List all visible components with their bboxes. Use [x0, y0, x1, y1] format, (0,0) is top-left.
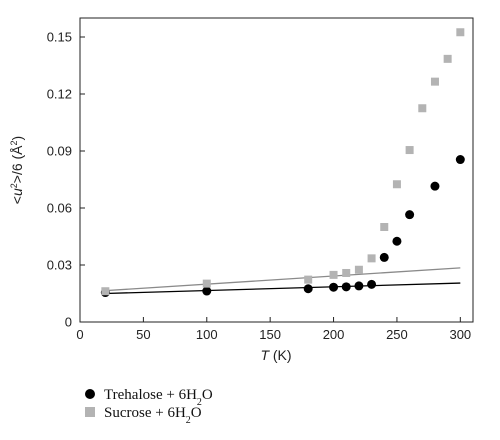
fit-line-trehalose — [105, 282, 461, 295]
y-tick-label: 0 — [65, 315, 72, 330]
x-axis-label-variable: T — [260, 347, 270, 363]
fit-line-sucrose — [105, 267, 461, 292]
legend-label-trehalose: Trehalose + 6H2O — [104, 387, 213, 408]
y-axis-label-suffix: ) — [9, 136, 25, 141]
data-point-sucrose — [354, 265, 363, 274]
y-tick-label: 0.06 — [47, 201, 72, 216]
markers — [100, 28, 465, 298]
data-point-trehalose — [202, 286, 212, 296]
y-axis-label: <u2>/6 (Å2) — [9, 136, 25, 204]
data-point-sucrose — [329, 270, 338, 279]
data-point-sucrose — [405, 146, 414, 155]
y-axis-label-prefix: < — [9, 196, 25, 204]
data-point-sucrose — [101, 287, 110, 296]
data-point-trehalose — [367, 279, 377, 289]
y-axis-label-sup: 2 — [9, 183, 19, 188]
data-point-sucrose — [304, 275, 313, 284]
data-point-trehalose — [455, 155, 465, 165]
x-tick-label: 0 — [76, 327, 83, 342]
y-tick-label: 0.09 — [47, 144, 72, 159]
x-tick-label: 300 — [449, 327, 471, 342]
x-tick-label: 250 — [386, 327, 408, 342]
legend-label-sucrose: Sucrose + 6H2O — [104, 405, 202, 426]
legend-marker-sucrose — [85, 407, 95, 417]
x-tick-label: 50 — [136, 327, 150, 342]
data-point-sucrose — [456, 28, 465, 37]
data-point-sucrose — [202, 279, 211, 288]
data-point-trehalose — [405, 210, 415, 220]
data-point-trehalose — [354, 281, 364, 291]
y-axis-label-unit-sup: 2 — [9, 140, 19, 145]
x-tick-label: 200 — [323, 327, 345, 342]
data-point-sucrose — [342, 268, 351, 277]
y-axis-label-unit: Å — [9, 145, 25, 155]
data-point-trehalose — [341, 282, 351, 292]
y-axis-label-mid: >/6 ( — [9, 154, 25, 183]
x-axis-label-unit: (K) — [269, 347, 292, 363]
x-tick-label: 150 — [259, 327, 281, 342]
x-axis-label: T (K) — [260, 347, 291, 363]
ticks: 0 50 100 150 200 250 300 0 0.03 0.06 0.09 0.12 0.15 — [47, 30, 471, 343]
data-point-sucrose — [392, 180, 401, 189]
fit-lines — [105, 267, 461, 295]
x-tick-label: 100 — [196, 327, 218, 342]
plot-frame — [79, 17, 474, 323]
data-point-sucrose — [380, 223, 389, 231]
data-point-sucrose — [418, 104, 427, 113]
data-point-sucrose — [367, 254, 376, 263]
data-point-sucrose — [443, 54, 452, 63]
y-tick-label: 0.15 — [47, 30, 72, 45]
y-tick-label: 0.12 — [47, 87, 72, 102]
legend-marker-trehalose — [85, 389, 95, 399]
data-point-trehalose — [303, 284, 313, 294]
data-point-trehalose — [329, 282, 339, 292]
data-point-sucrose — [430, 77, 439, 86]
y-tick-label: 0.03 — [47, 258, 72, 273]
y-axis-label-variable: u — [9, 188, 25, 196]
legend: Trehalose + 6H2O Sucrose + 6H2O — [85, 387, 213, 426]
data-point-trehalose — [379, 252, 389, 262]
data-point-trehalose — [430, 181, 440, 191]
data-point-trehalose — [392, 236, 402, 246]
